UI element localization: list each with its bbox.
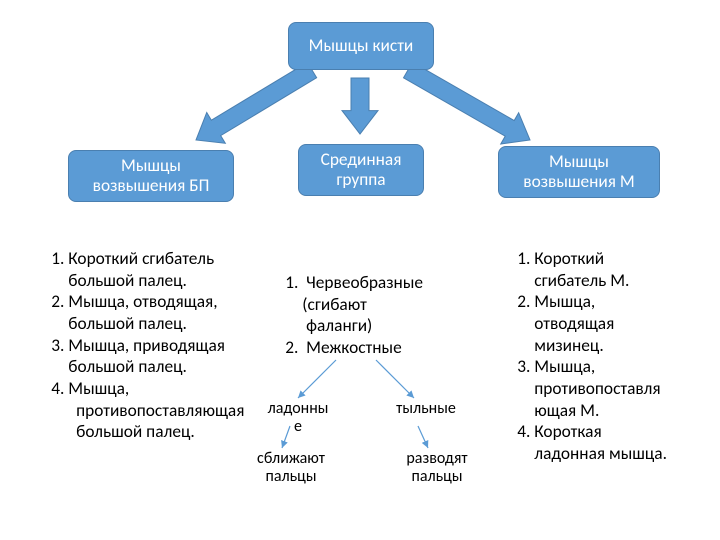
list-item: Мышца, приводящаябольшой палец. (68, 335, 260, 378)
list-item: Мышца, отводящая,большой палец. (68, 291, 260, 334)
thin-arrow (418, 426, 428, 448)
list-item: Червеобразные(сгибают фаланги) (302, 272, 468, 337)
label-palmar: ладонные (258, 400, 338, 435)
list-item: Межкостные (302, 337, 468, 359)
right-column-list: Короткийсгибатель М.Мышца,отводящаямизин… (510, 248, 710, 465)
list-item: Короткийсгибатель М. (534, 248, 710, 291)
thick-arrow (404, 62, 530, 144)
node-mid-label: Срединнаягруппа (321, 150, 402, 190)
list-item: Короткий сгибательбольшой палец. (68, 248, 260, 291)
list-item: Короткаяладонная мышца. (534, 421, 710, 464)
diagram-stage: { "colors": { "box_fill": "#5b9bd5", "bo… (0, 0, 720, 540)
left-column-list: Короткий сгибательбольшой палец.Мышца, о… (44, 248, 260, 443)
node-left-label: Мышцывозвышения БП (93, 156, 210, 196)
thin-arrow (298, 360, 336, 398)
node-left: Мышцывозвышения БП (68, 150, 234, 202)
list-item: Мышца,отводящаямизинец. (534, 291, 710, 356)
node-right: Мышцывозвышения М (498, 146, 660, 198)
node-right-label: Мышцывозвышения М (523, 152, 634, 192)
label-palmar-action: сближаютпальцы (246, 450, 336, 485)
label-dorsal: тыльные (386, 400, 466, 418)
list-item: Мышца,противопоставляющая М. (534, 356, 710, 421)
thin-arrow (376, 360, 414, 398)
thick-arrow (196, 62, 317, 143)
node-root-label: Мышцы кисти (309, 36, 414, 56)
list-item: Мышца, противопоставляющая большой палец… (68, 378, 260, 443)
node-mid: Срединнаягруппа (298, 144, 424, 196)
label-dorsal-action: разводятпальцы (392, 450, 482, 485)
node-root: Мышцы кисти (288, 22, 434, 70)
mid-column-list: Червеобразные(сгибают фаланги) Межкостны… (278, 272, 468, 359)
thick-arrow (342, 78, 378, 134)
